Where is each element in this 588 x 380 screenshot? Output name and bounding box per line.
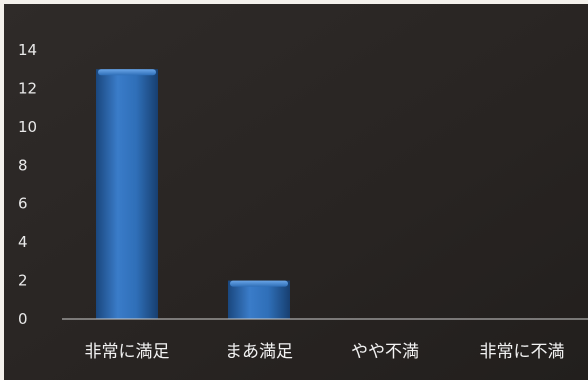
bar-top-highlight [98,69,156,76]
x-axis: 非常に満足 まあ満足 やや不満 非常に不満 [85,342,565,362]
bar-body [96,69,158,319]
y-tick-label: 12 [18,79,37,97]
bar-top-highlight [230,280,288,287]
bar [228,280,290,319]
bar [96,69,158,319]
y-tick-label: 0 [18,310,28,328]
x-category-label: まあ満足 [225,342,293,362]
chart-background [4,4,588,380]
x-category-label: やや不満 [351,342,419,362]
y-tick-label: 2 [18,272,28,290]
y-tick-label: 6 [18,195,28,213]
y-tick-label: 8 [18,156,28,174]
y-tick-label: 10 [18,118,37,136]
x-category-label: 非常に不満 [480,342,565,362]
y-tick-label: 4 [18,233,28,251]
y-tick-label: 14 [18,41,37,59]
bars-group [96,69,290,319]
bar-body [228,280,290,319]
y-axis: 0 2 4 6 8 10 12 14 [18,41,37,328]
x-category-label: 非常に満足 [85,342,170,362]
